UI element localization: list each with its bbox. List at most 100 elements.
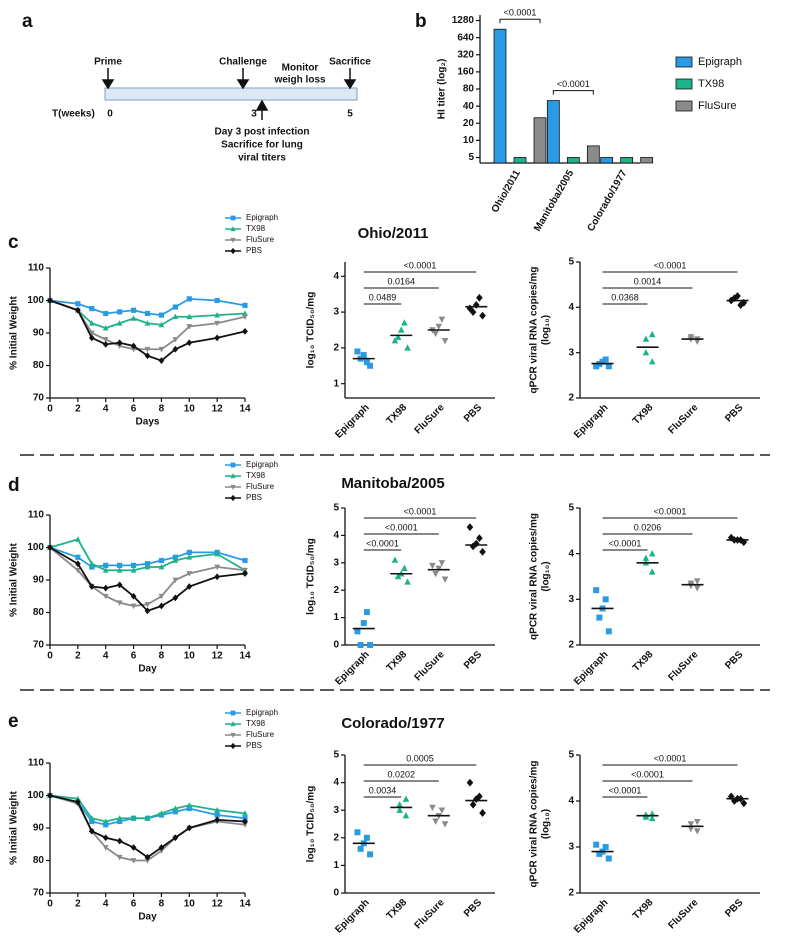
marker (230, 215, 236, 221)
y-tick-label: 0 (333, 888, 339, 899)
x-tick-label: PBS (462, 649, 485, 672)
marker (130, 307, 137, 313)
marker (438, 316, 446, 323)
y-tick-label: 4 (568, 548, 574, 559)
timeline-label: Sacrifice for lung (221, 140, 303, 151)
marker (88, 583, 95, 590)
timeline-arrows (101, 68, 357, 120)
y-tick-label: 2 (333, 585, 339, 596)
p-value: 0.0164 (387, 276, 415, 286)
marker (186, 296, 192, 302)
marker (214, 564, 221, 571)
marker (605, 628, 612, 635)
marker (144, 563, 151, 570)
marker (476, 293, 483, 302)
legend-label: Epigraph (246, 708, 278, 717)
y-axis-label: % Initial Weight (9, 295, 20, 369)
marker (186, 571, 193, 577)
timeline-tick: 5 (347, 109, 353, 120)
x-tick-label: 14 (239, 651, 251, 662)
marker (130, 858, 137, 864)
bar (620, 157, 634, 164)
y-tick-label: 100 (27, 295, 44, 306)
series-line (49, 299, 246, 351)
y-tick-label: 5 (568, 503, 574, 514)
y-axis-label: HI titer (log₂) (437, 59, 448, 120)
marker (47, 544, 53, 551)
marker (438, 807, 446, 814)
marker (363, 834, 370, 841)
marker (230, 462, 236, 468)
series-line (49, 299, 246, 330)
marker (103, 562, 109, 568)
y-tick-label: 100 (27, 542, 44, 553)
x-tick-label: 4 (103, 404, 109, 415)
marker (214, 334, 221, 342)
x-tick-label: TX98 (385, 897, 410, 922)
marker (88, 560, 95, 567)
y-tick-label: 4 (568, 796, 574, 807)
marker (172, 809, 178, 815)
marker (642, 335, 650, 342)
marker (116, 567, 123, 573)
row-title: Manitoba/2005 (341, 475, 444, 492)
x-tick-label: FluSure (666, 649, 700, 683)
y-tick-label: 3 (333, 557, 339, 568)
marker (357, 642, 364, 648)
x-tick-label: TX98 (385, 402, 410, 427)
legend-label: FluSure (246, 482, 275, 491)
marker (172, 557, 179, 563)
marker (186, 805, 192, 812)
x-axis-label: Day (138, 664, 157, 675)
x-tick-label: FluSure (666, 402, 700, 436)
y-tick-label: 20 (463, 118, 475, 129)
marker (144, 320, 151, 326)
x-tick-label: 10 (184, 404, 196, 415)
timeline-label: Sacrifice (329, 57, 371, 68)
marker (158, 810, 165, 816)
marker (144, 561, 151, 567)
marker (642, 349, 650, 356)
marker (693, 585, 701, 592)
marker (74, 560, 81, 568)
x-tick-label: 2 (75, 899, 81, 910)
marker (88, 330, 95, 337)
marker (117, 309, 123, 315)
p-value: <0.0001 (366, 538, 399, 548)
y-tick-label: 80 (33, 360, 45, 371)
y-tick-label: 4 (333, 777, 339, 788)
y-tick-label: 2 (568, 640, 574, 651)
y-tick-label: 1 (333, 612, 339, 623)
marker (737, 301, 744, 309)
timeline-bar (104, 87, 358, 101)
legend-label: PBS (246, 493, 262, 502)
marker (687, 334, 695, 341)
marker (186, 583, 193, 590)
x-tick-label: Epigraph (333, 402, 371, 440)
bar (533, 117, 547, 164)
marker (397, 326, 405, 333)
y-tick-label: 2 (333, 343, 339, 354)
series-line (49, 546, 246, 612)
x-tick-label: 12 (212, 899, 224, 910)
x-tick-label: 10 (184, 651, 196, 662)
marker (593, 841, 600, 848)
marker (605, 855, 612, 862)
marker (88, 827, 95, 835)
marker (354, 348, 361, 355)
marker (102, 325, 109, 331)
marker (130, 567, 137, 573)
annotation: <0.0001 (504, 8, 537, 18)
y-tick-label: 110 (28, 510, 45, 521)
marker (432, 818, 439, 825)
marker (158, 563, 165, 570)
marker (158, 848, 165, 854)
marker (158, 602, 165, 610)
marker (230, 237, 236, 243)
marker (74, 567, 81, 574)
significance-bracket (499, 18, 541, 24)
marker (117, 818, 123, 825)
marker (130, 346, 137, 353)
marker (186, 313, 193, 320)
